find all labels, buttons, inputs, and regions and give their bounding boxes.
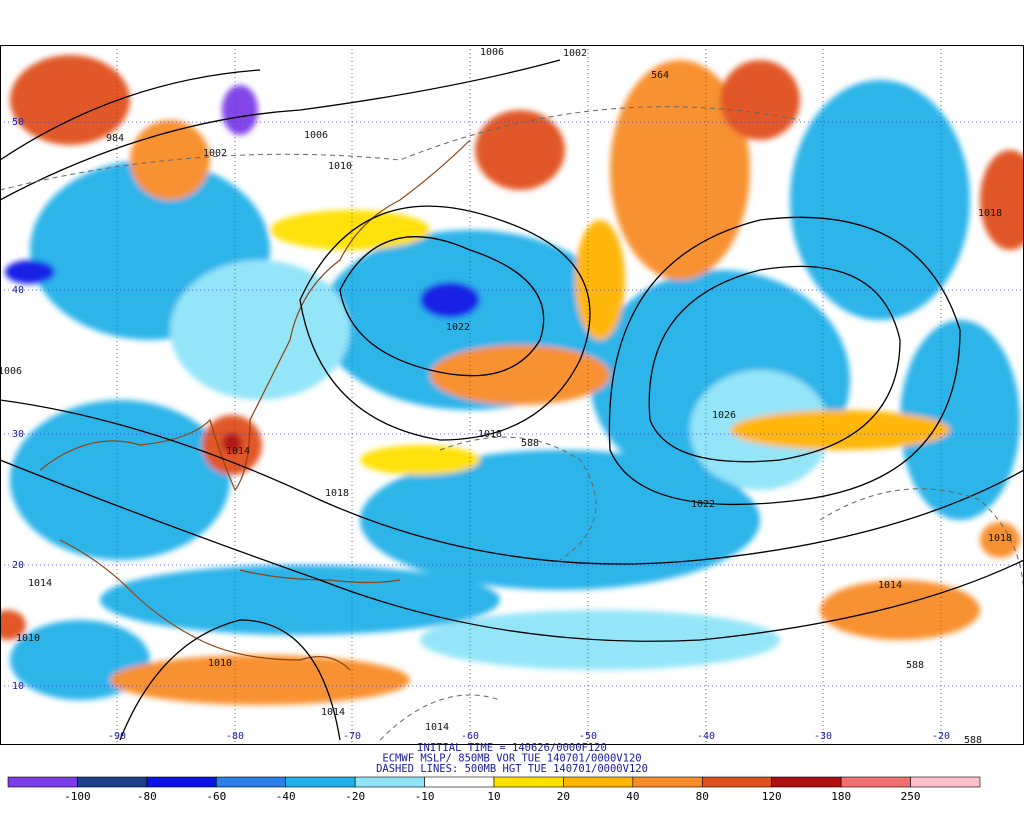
contour-label: 1014	[28, 578, 52, 589]
colorbar-label: -60	[206, 790, 226, 803]
colorbar-segment	[7, 776, 78, 788]
latitude-label: 30	[12, 429, 24, 440]
latitude-label: 20	[12, 560, 24, 571]
colorbar-segment	[146, 776, 217, 788]
longitude-label: -80	[226, 731, 244, 742]
colorbar-segment	[77, 776, 148, 788]
colorbar-segment	[840, 776, 911, 788]
colorbar-label: -80	[137, 790, 157, 803]
contour-label: 564	[651, 70, 669, 81]
longitude-label: -90	[108, 731, 126, 742]
longitude-label: -30	[814, 731, 832, 742]
contour-label: 1022	[691, 499, 715, 510]
contour-label: 1002	[203, 148, 227, 159]
contour-label: 1006	[480, 47, 504, 58]
colorbar-label: 250	[901, 790, 921, 803]
colorbar: -100 -80 -60 -40 -20 -10 10 20 40 80 120 180 250	[7, 776, 981, 803]
longitude-label: -70	[343, 731, 361, 742]
colorbar-segment	[354, 776, 425, 788]
contour-label: 1002	[563, 48, 587, 59]
longitude-label: -20	[932, 731, 950, 742]
colorbar-segment	[493, 776, 564, 788]
contour-label: 1022	[446, 322, 470, 333]
contour-label: 1014	[878, 580, 902, 591]
latitude-label: 10	[12, 681, 24, 692]
graticule	[0, 45, 1024, 745]
colorbar-label: -10	[415, 790, 435, 803]
contour-label: 1018	[325, 488, 349, 499]
header-line: INITIAL TIME = 140626/0000F120	[417, 742, 607, 754]
height-contours	[0, 106, 1024, 741]
contour-label: 588	[964, 735, 982, 746]
contour-label: 1010	[208, 658, 232, 669]
contour-label: 1010	[328, 161, 352, 172]
colorbar-label: 40	[626, 790, 639, 803]
colorbar-label: -20	[345, 790, 365, 803]
colorbar-label: 80	[696, 790, 709, 803]
colorbar-label: -100	[64, 790, 91, 803]
longitude-label: -40	[697, 731, 715, 742]
contour-label: 1018	[478, 429, 502, 440]
contour-label: 1018	[988, 533, 1012, 544]
latitude-label: 50	[12, 117, 24, 128]
colorbar-segment	[215, 776, 287, 788]
colorbar-segment	[632, 776, 703, 788]
coastlines	[39, 139, 471, 671]
colorbar-segment	[285, 776, 356, 788]
isobars	[0, 59, 1024, 741]
contour-label: 1018	[978, 208, 1002, 219]
longitude-label: -60	[461, 731, 479, 742]
header-line: DASHED LINES: 500MB HGT TUE 140701/0000V…	[376, 763, 648, 775]
contour-label: 1014	[321, 707, 345, 718]
colorbar-segment	[563, 776, 634, 788]
latitude-label: 40	[12, 285, 24, 296]
contour-label: 1014	[425, 722, 449, 733]
colorbar-label: -40	[276, 790, 296, 803]
contour-label: 1006	[0, 366, 22, 377]
colorbar-label: 10	[487, 790, 500, 803]
header-line: ECMWF MSLP/ 850MB VOR TUE 140701/0000V12…	[382, 753, 641, 765]
colorbar-label: 120	[762, 790, 782, 803]
colorbar-label: 20	[557, 790, 570, 803]
colorbar-segment	[424, 776, 495, 788]
colorbar-label: 180	[831, 790, 851, 803]
vorticity-field	[0, 45, 1024, 745]
contour-label: 1026	[712, 410, 736, 421]
contour-label: 588	[521, 438, 539, 449]
map-labels: -90 -80 -70 -60 -50 -40 -30 -20 50 40 30 20 10 1006 10…	[0, 47, 1012, 746]
longitude-label: -50	[579, 731, 597, 742]
colorbar-segment	[910, 776, 981, 788]
contour-label: 1010	[16, 633, 40, 644]
contour-label: 1006	[304, 130, 328, 141]
colorbar-segment	[771, 776, 842, 788]
contour-label: 588	[906, 660, 924, 671]
colorbar-segment	[701, 776, 773, 788]
contour-label: 984	[106, 133, 124, 144]
contour-label: 1014	[226, 446, 250, 457]
